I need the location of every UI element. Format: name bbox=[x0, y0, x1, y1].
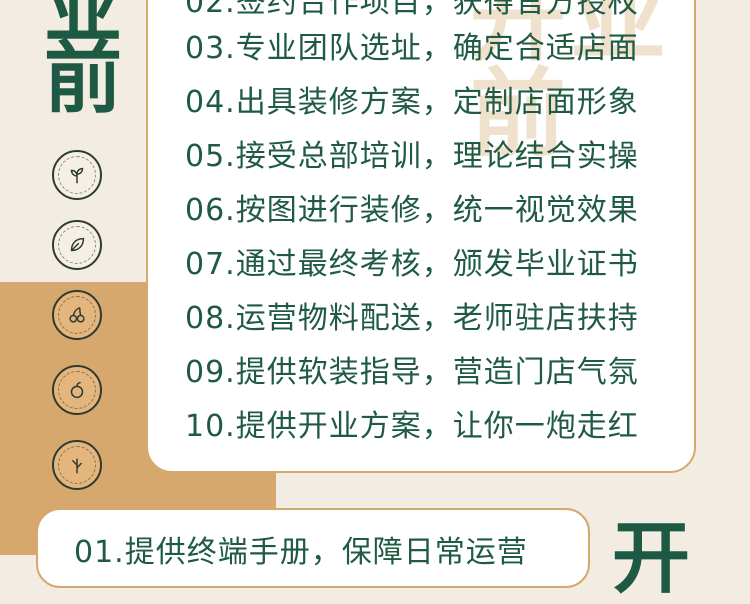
leaf-sprout-icon bbox=[70, 167, 84, 184]
steps-card bbox=[146, 0, 696, 473]
step-item: 03.专业团队选址，确定合适店面 bbox=[185, 31, 639, 66]
badge-nature bbox=[52, 220, 102, 270]
watermark-title: 开业前 bbox=[470, 0, 670, 170]
step-item: 04.出具装修方案，定制店面形象 bbox=[185, 85, 639, 120]
badge-fruit bbox=[52, 290, 102, 340]
step-item: 09.提供软装指导，营造门店气氛 bbox=[185, 355, 639, 390]
step-item: 10.提供开业方案，让你一炮走红 bbox=[185, 409, 639, 444]
step-item: 07.通过最终考核，颁发毕业证书 bbox=[185, 247, 639, 282]
side-title-char-1: 业 bbox=[43, 0, 122, 54]
next-section-step: 01.提供终端手册，保障日常运营 bbox=[74, 535, 528, 570]
step-item: 02.签约合作项目，获得官方授权 bbox=[185, 0, 639, 20]
badge-handmade bbox=[52, 365, 102, 415]
step-item: 05.接受总部培训，理论结合实操 bbox=[185, 139, 639, 174]
step-item: 08.运营物料配送，老师驻店扶持 bbox=[185, 301, 639, 336]
side-title-char-2: 前 bbox=[43, 34, 122, 124]
fruit-icon bbox=[70, 381, 84, 399]
leaf-icon bbox=[70, 237, 85, 252]
stalk-icon bbox=[71, 458, 83, 474]
cherry-icon bbox=[69, 306, 85, 323]
badge-fresh bbox=[52, 150, 102, 200]
step-item: 06.按图进行装修，统一视觉效果 bbox=[185, 193, 639, 228]
next-section-title-char: 开 bbox=[612, 514, 691, 604]
badge-lightsugar bbox=[52, 440, 102, 490]
